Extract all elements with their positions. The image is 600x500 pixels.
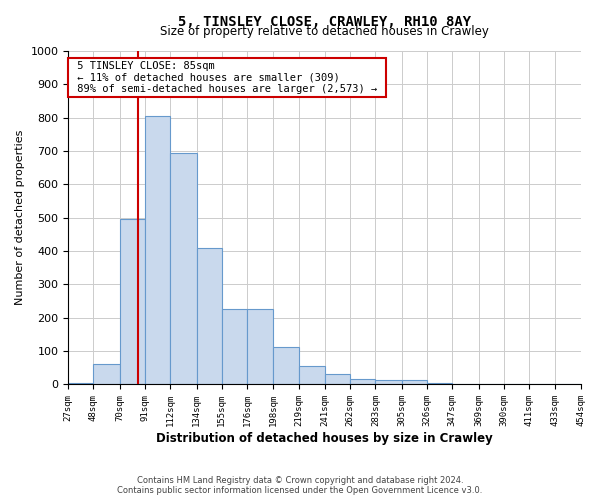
Bar xyxy=(145,116,170,384)
Bar xyxy=(299,366,325,384)
Bar xyxy=(350,380,376,384)
Title: 5, TINSLEY CLOSE, CRAWLEY, RH10 8AY: 5, TINSLEY CLOSE, CRAWLEY, RH10 8AY xyxy=(178,15,471,29)
Bar xyxy=(325,374,350,384)
Bar xyxy=(120,220,145,384)
Bar xyxy=(68,383,94,384)
Text: Size of property relative to detached houses in Crawley: Size of property relative to detached ho… xyxy=(160,24,489,38)
X-axis label: Distribution of detached houses by size in Crawley: Distribution of detached houses by size … xyxy=(156,432,493,445)
Bar xyxy=(376,380,402,384)
Bar xyxy=(274,347,299,385)
Bar xyxy=(170,152,197,384)
Bar xyxy=(247,310,274,384)
Bar xyxy=(197,248,222,384)
Text: Contains HM Land Registry data © Crown copyright and database right 2024.
Contai: Contains HM Land Registry data © Crown c… xyxy=(118,476,482,495)
Bar xyxy=(94,364,120,384)
Y-axis label: Number of detached properties: Number of detached properties xyxy=(15,130,25,306)
Text: 5 TINSLEY CLOSE: 85sqm
 ← 11% of detached houses are smaller (309)
 89% of semi-: 5 TINSLEY CLOSE: 85sqm ← 11% of detached… xyxy=(71,61,383,94)
Bar xyxy=(402,380,427,384)
Bar xyxy=(427,383,452,384)
Bar xyxy=(222,310,247,384)
